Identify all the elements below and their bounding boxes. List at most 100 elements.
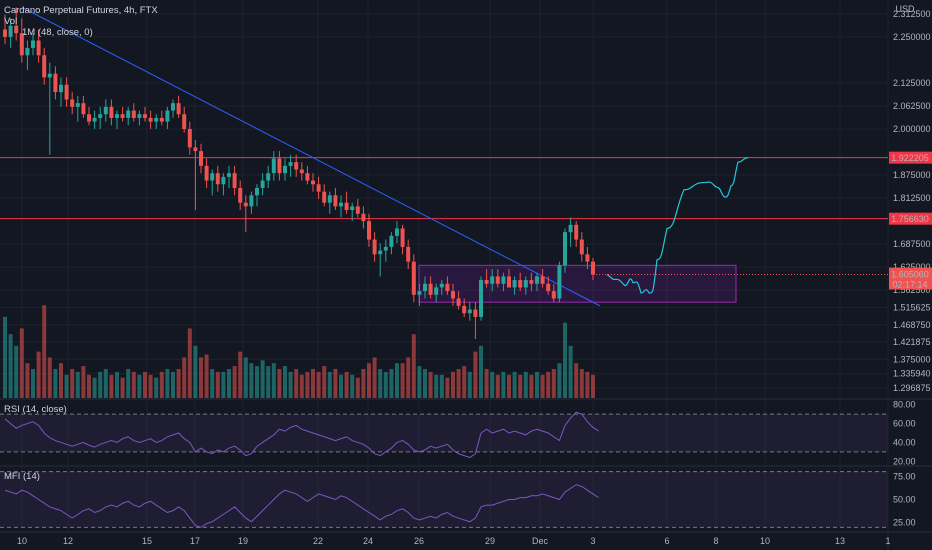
volume-bar [31, 369, 35, 398]
volume-bar [378, 369, 383, 398]
volume-bar [350, 374, 355, 398]
volume-bar [540, 374, 545, 398]
candle-body [395, 228, 399, 236]
candle-body [283, 165, 287, 174]
candle-body [75, 103, 80, 107]
price-tick-label: 1.515625 [893, 302, 931, 312]
volume-bar [372, 357, 377, 398]
candle-body [148, 117, 153, 122]
time-tick-label: 19 [238, 536, 248, 546]
rsi-tick-label: 80.00 [893, 400, 916, 410]
volume-bar [42, 305, 47, 398]
candle-body [462, 305, 467, 314]
rsi-tick-label: 40.00 [893, 437, 916, 447]
candle-body [221, 176, 226, 185]
volume-bar [423, 369, 427, 398]
price-tick-label: 1.296875 [893, 383, 931, 393]
candle-body [523, 280, 528, 288]
volume-bar [529, 374, 534, 398]
volume-bar [473, 351, 478, 398]
time-tick-label: 22 [313, 536, 323, 546]
candle-body [19, 33, 24, 56]
candle-body [479, 280, 483, 317]
volume-bar [591, 374, 595, 398]
volume-bar [210, 369, 215, 398]
time-tick-label: 13 [835, 536, 845, 546]
volume-bar [316, 371, 321, 398]
candle-body [327, 195, 332, 203]
volume-bar [131, 371, 136, 398]
candle-body [53, 73, 58, 93]
projection-path [606, 157, 749, 294]
volume-bar [70, 369, 75, 398]
price-tick-label: 2.062500 [893, 101, 931, 111]
volume-bar [159, 371, 164, 398]
candle-body [400, 228, 405, 247]
candle-body [406, 246, 411, 262]
time-tick-label: 29 [485, 536, 495, 546]
volume-bar [456, 369, 461, 398]
candle-body [204, 165, 209, 181]
price-tick-label: 1.625000 [893, 262, 931, 272]
candle-body [103, 106, 108, 115]
candle-body [14, 25, 19, 34]
volume-bar [417, 366, 422, 398]
volume-bar [283, 366, 287, 398]
volume-bar [187, 328, 192, 398]
volume-bar [299, 374, 304, 398]
volume-bar [266, 366, 271, 398]
volume-bar [462, 366, 467, 398]
mfi-tick-label: 75.00 [893, 471, 916, 481]
time-tick-label: 17 [190, 536, 200, 546]
volume-bar [19, 328, 24, 398]
candle-body [176, 103, 181, 115]
volume-bar [507, 374, 511, 398]
candle-body [36, 40, 41, 56]
time-tick-label: 8 [713, 536, 718, 546]
volume-bar [406, 357, 411, 398]
candle-body [322, 191, 327, 203]
volume-bar [568, 345, 573, 398]
candle-body [42, 55, 47, 78]
candle-body [574, 224, 579, 240]
volume-bar [484, 369, 489, 398]
candle-body [182, 114, 187, 129]
candle-body [271, 158, 276, 174]
volume-bar [227, 369, 231, 398]
volume-bar [535, 371, 539, 398]
volume-bar [53, 369, 58, 398]
candle-body [361, 213, 366, 222]
candle-body [316, 184, 321, 192]
time-tick-label: 15 [142, 536, 152, 546]
volume-bar [322, 366, 327, 398]
candle-body [92, 117, 97, 122]
candle-body [25, 47, 30, 56]
volume-bar [400, 363, 405, 398]
price-tick-label: 1.812500 [893, 193, 931, 203]
price-tick-label: 1.335940 [893, 369, 931, 379]
volume-bar [574, 363, 579, 398]
volume-bar [148, 374, 153, 398]
price-tick-label: 1.875000 [893, 170, 931, 180]
volume-bar [221, 371, 226, 398]
candle-body [31, 40, 35, 48]
price-tick-label: 1.468750 [893, 320, 931, 330]
mfi-band [0, 471, 888, 528]
price-tick-label: 1.375000 [893, 354, 931, 364]
candle-body [243, 202, 248, 207]
candle-body [518, 280, 523, 288]
candle-body [165, 110, 170, 122]
candle-body [367, 221, 371, 240]
volume-bar [495, 374, 500, 398]
price-tick-label: 1.421875 [893, 337, 931, 347]
candle-body [255, 187, 259, 196]
price-tick-label: 2.312500 [893, 9, 931, 19]
volume-bar [137, 374, 142, 398]
price-tick-label: 2.250000 [893, 32, 931, 42]
rsi-title: RSI (14, close) [4, 404, 67, 415]
volume-bar [546, 371, 551, 398]
volume-bar [439, 374, 444, 398]
candle-body [378, 250, 383, 255]
